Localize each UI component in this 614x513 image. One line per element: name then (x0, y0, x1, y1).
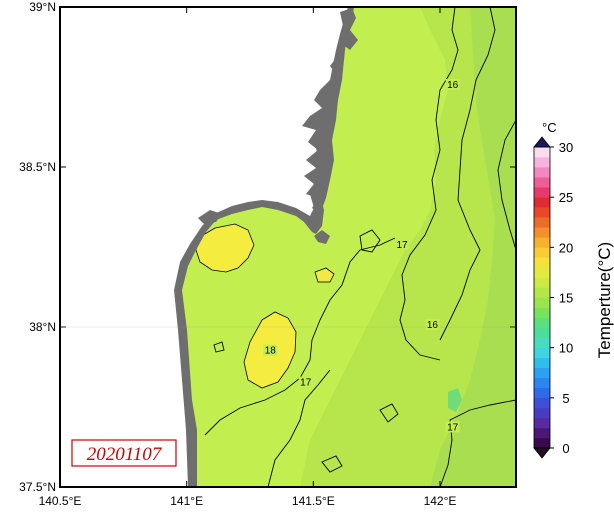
island (198, 210, 222, 224)
colorbar-band (534, 307, 550, 318)
colorbar-band (534, 407, 550, 419)
sea-zone-15-16 (430, 7, 516, 487)
map-frame (59, 6, 517, 488)
contour-ring-3 (359, 229, 381, 253)
colorbar-band (534, 257, 550, 268)
colorbar-band (534, 267, 550, 278)
colorbar-band (534, 357, 550, 369)
colorbar-band (534, 327, 550, 338)
colorbar-unit: °C (542, 120, 557, 135)
colorbar-band (534, 277, 550, 288)
y-tick-label: 38°N (29, 320, 56, 334)
colorbar-band (534, 227, 550, 238)
colorbar-tick-label: 20 (559, 240, 573, 255)
contour-ring-1 (379, 403, 399, 423)
colorbar-band (534, 217, 550, 228)
contour-label: 16 (447, 80, 459, 91)
colorbar-band (534, 187, 550, 198)
colorbar-band (534, 247, 550, 258)
colorbar-title: Temperture(°C) (595, 242, 614, 358)
x-tick-label: 141.5°E (292, 494, 335, 508)
contour-label: 17 (396, 240, 408, 251)
colorbar-band (534, 147, 550, 158)
x-tick-label: 141°E (170, 494, 203, 508)
contour-label: 18 (265, 346, 277, 357)
colorbar-band (534, 317, 550, 328)
colorbar-band (534, 337, 550, 348)
colorbar-under-triangle (533, 447, 551, 459)
contour-ring-2 (321, 455, 343, 473)
colorbar-over-triangle (533, 136, 551, 148)
colorbar-band (534, 287, 550, 298)
colorbar-band (534, 377, 550, 389)
map-plot-area: 16 17 16 18 17 17 (60, 7, 516, 487)
colorbar-band (534, 397, 550, 409)
contour-17-west (204, 237, 396, 436)
x-tick-label: 142°E (424, 494, 457, 508)
colorbar-band (534, 347, 550, 358)
y-axis: 37.5°N 38°N 38.5°N 39°N (19, 0, 516, 494)
colorbar-tick-label: 0 (562, 441, 569, 456)
colorbar-band (534, 427, 550, 439)
colorbar-band (534, 177, 550, 188)
x-tick-label: 140.5°E (39, 494, 82, 508)
rias-coast (302, 8, 358, 214)
colorbar-band (534, 197, 550, 208)
colorbar-band (534, 237, 550, 248)
contour-label: 17 (300, 378, 312, 389)
contour-label-bg (445, 79, 460, 90)
y-tick-label: 37.5°N (19, 480, 56, 494)
y-tick-label: 38.5°N (19, 160, 56, 174)
colorbar-band (534, 387, 550, 399)
colorbar-tick-label: 30 (559, 140, 573, 155)
cool-patch (448, 388, 462, 412)
contour-label-bg (425, 319, 440, 330)
contour-label: 16 (427, 320, 439, 331)
colorbar-tick-label: 15 (559, 291, 573, 306)
date-stamp: 20201107 (87, 444, 163, 465)
contour-label-bg (298, 376, 313, 388)
coastline (174, 7, 354, 487)
colorbar-bands (533, 136, 551, 459)
date-stamp-box: 20201107 (71, 439, 177, 467)
contour-lines (204, 7, 516, 487)
contour-label-bg (395, 239, 409, 250)
warm-patch-north (195, 223, 255, 273)
colorbar-band (534, 437, 550, 449)
contour-16-east (399, 7, 459, 361)
contour-south-east (439, 399, 516, 487)
colorbar: °C 0 5 10 15 20 25 30 Temperture(°C) (533, 120, 614, 459)
contour-ring-4 (213, 341, 225, 353)
contour-label-bg (445, 421, 460, 433)
colorbar-band (534, 207, 550, 218)
contour-labels: 16 17 16 18 17 17 (263, 79, 460, 433)
colorbar-band (534, 167, 550, 178)
contour-17-east (439, 7, 496, 341)
contour-16-far-east (497, 119, 516, 251)
colorbar-tick-label: 10 (559, 341, 573, 356)
colorbar-band (534, 367, 550, 379)
colorbar-tick-label: 25 (559, 190, 573, 205)
colorbar-band (534, 417, 550, 429)
x-axis: 140.5°E 141°E 141.5°E 142°E (39, 7, 457, 508)
peninsula (314, 230, 330, 244)
colorbar-ticks: 0 5 10 15 20 25 30 (550, 140, 573, 456)
colorbar-band (534, 157, 550, 168)
contour-17-mid (267, 369, 331, 487)
warm-patch-small (314, 267, 335, 283)
y-tick-label: 39°N (29, 0, 56, 14)
colorbar-tick-label: 5 (562, 391, 569, 406)
contour-label: 17 (447, 422, 459, 433)
colorbar-band (534, 297, 550, 308)
contour-label-bg (263, 344, 278, 356)
